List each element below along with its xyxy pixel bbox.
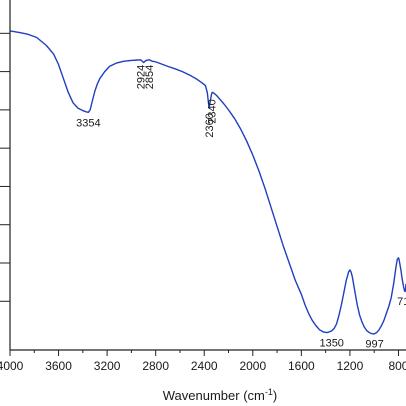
peak-label-997: 997	[365, 339, 383, 351]
peak-label-2360: 2360	[204, 113, 216, 137]
x-tick-label-8: 800	[388, 359, 406, 373]
peak-label-2340: 2340	[207, 99, 219, 123]
x-tick-label-1: 3600	[45, 359, 72, 373]
x-tick-label-4: 2400	[191, 359, 218, 373]
spectrum-line-0	[10, 30, 406, 335]
x-axis-ticks: 4000 3600 3200 2800 2400 2000 1600 1200 800	[0, 350, 406, 373]
y-axis-ticks	[0, 32, 10, 302]
peak-label-1350: 1350	[319, 338, 343, 350]
peak-label-3354: 3354	[76, 117, 100, 129]
peak-label-71: 71	[397, 296, 406, 308]
x-tick-label-3: 2800	[142, 359, 169, 373]
x-tick-label-6: 1600	[288, 359, 315, 373]
x-axis-title: Wavenumber (cm-1)	[163, 387, 277, 403]
x-axis-title-exponent: -1	[265, 387, 273, 397]
peak-label-2854: 2854	[144, 65, 156, 89]
x-tick-label-2: 3200	[94, 359, 121, 373]
x-axis-title-close: )	[273, 388, 277, 403]
x-tick-label-7: 1200	[337, 359, 364, 373]
peak-label-2924: 2924	[136, 65, 148, 89]
series-layer	[10, 30, 406, 335]
x-axis-title-text: Wavenumber (cm	[163, 388, 265, 403]
x-tick-label-0: 4000	[0, 359, 24, 373]
x-tick-label-5: 2000	[239, 359, 266, 373]
